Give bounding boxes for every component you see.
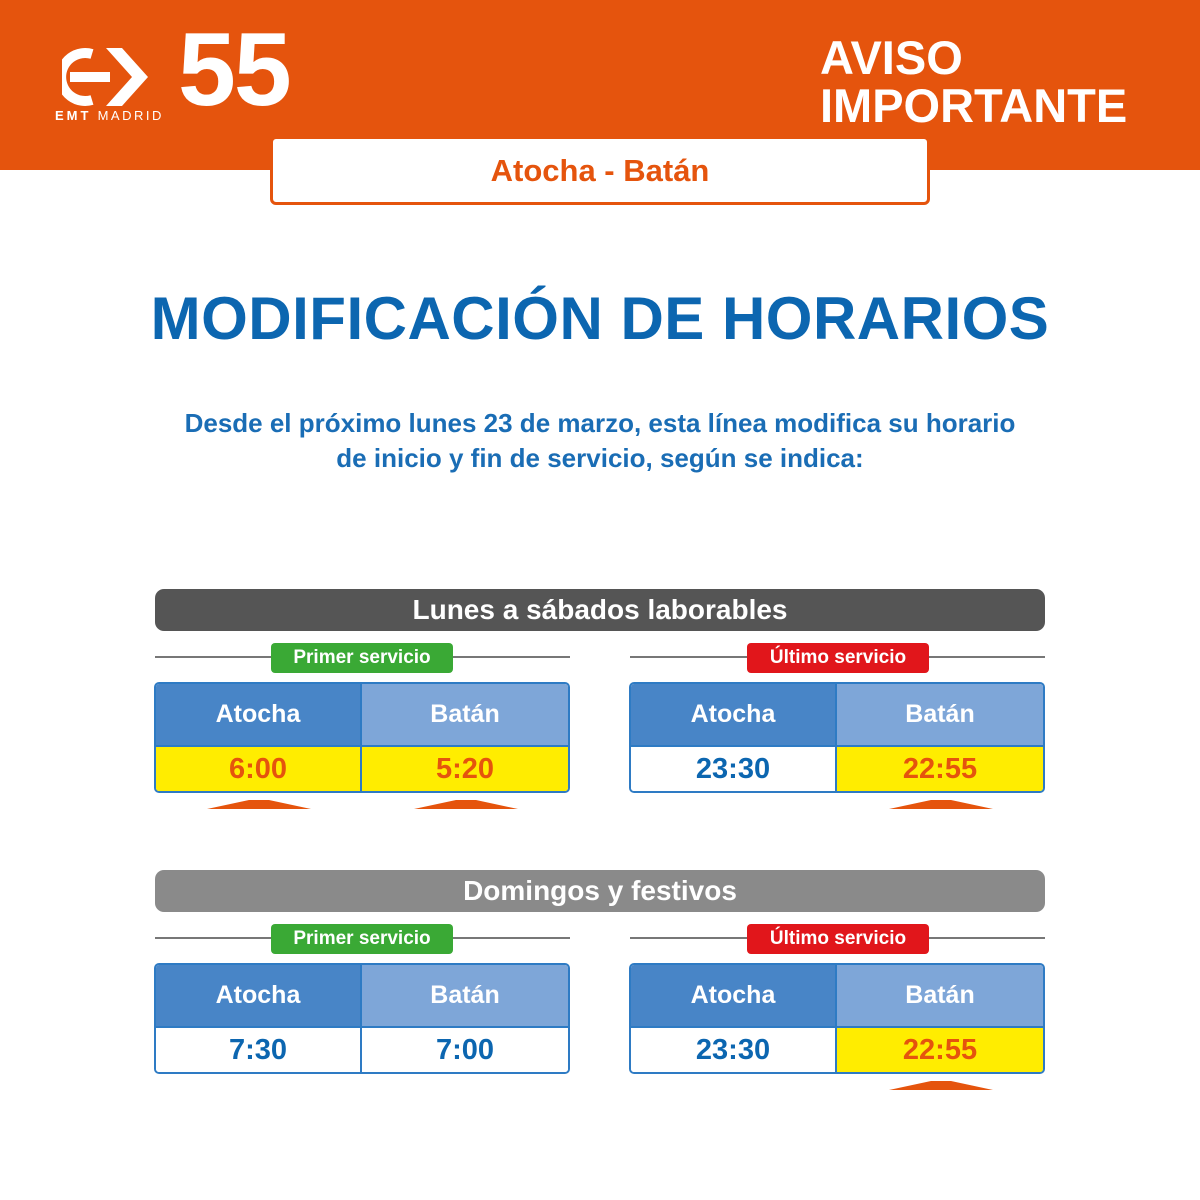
last-service-tag: Último servicio [747, 924, 929, 954]
time-batan: 22:55 [837, 1026, 1043, 1072]
changed-marker-icon [207, 800, 311, 809]
weekday-last-table: Atocha Batán 23:30 22:55 [629, 682, 1045, 793]
time-batan: 22:55 [837, 745, 1043, 791]
time-atocha: 23:30 [631, 745, 837, 791]
changed-marker-icon [889, 1081, 993, 1090]
holiday-first-table: Atocha Batán 7:30 7:00 [154, 963, 570, 1074]
header-atocha: Atocha [156, 965, 362, 1026]
last-service-tag: Último servicio [747, 643, 929, 673]
header-batan: Batán [837, 965, 1043, 1026]
header-atocha: Atocha [631, 684, 837, 745]
first-service-tag: Primer servicio [271, 643, 453, 673]
page-title: MODIFICACIÓN DE HORARIOS [150, 285, 1050, 352]
weekday-first-table: Atocha Batán 6:00 5:20 [154, 682, 570, 793]
holiday-band: Domingos y festivos [155, 870, 1045, 912]
time-atocha: 7:30 [156, 1026, 362, 1072]
changed-marker-icon [889, 800, 993, 809]
time-batan: 7:00 [362, 1026, 568, 1072]
time-atocha: 6:00 [156, 745, 362, 791]
brand-name: EMT MADRID [55, 108, 164, 123]
notice-heading: AVISO IMPORTANTE [820, 31, 1128, 132]
weekday-band: Lunes a sábados laborables [155, 589, 1045, 631]
header-batan: Batán [837, 684, 1043, 745]
route-label: Atocha - Batán [270, 136, 930, 205]
line-number: 55 [178, 12, 292, 128]
changed-marker-icon [414, 800, 518, 809]
header-atocha: Atocha [631, 965, 837, 1026]
header-batan: Batán [362, 684, 568, 745]
time-atocha: 23:30 [631, 1026, 837, 1072]
header-batan: Batán [362, 965, 568, 1026]
intro-text: Desde el próximo lunes 23 de marzo, esta… [184, 408, 1016, 473]
time-batan: 5:20 [362, 745, 568, 791]
holiday-last-table: Atocha Batán 23:30 22:55 [629, 963, 1045, 1074]
emt-arrow-logo-icon [62, 48, 148, 106]
header-atocha: Atocha [156, 684, 362, 745]
first-service-tag: Primer servicio [271, 924, 453, 954]
